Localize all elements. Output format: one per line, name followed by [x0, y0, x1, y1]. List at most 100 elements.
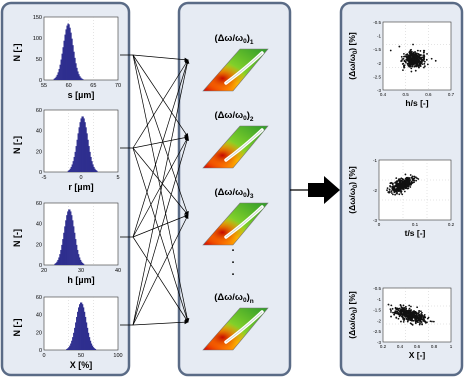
- scatter-point: [411, 317, 413, 320]
- histogram-bar: [73, 332, 75, 350]
- tick-label-x: 0.5: [403, 92, 410, 97]
- scatter-point: [403, 66, 405, 69]
- connection-arrow: [132, 320, 189, 326]
- histogram-bar: [92, 347, 95, 350]
- connection-arrow: [132, 236, 189, 323]
- scatter-point: [411, 56, 414, 59]
- result-item-4: (Δω/ω0)n: [202, 292, 269, 351]
- histogram-bar: [94, 168, 96, 172]
- scatter-plot-2: 0 0.1 0.2 -1 -2 -3 t/s [-] (Δω/ω0) [%]: [347, 158, 455, 238]
- histogram-bar: [77, 133, 79, 172]
- scatter-point: [411, 179, 414, 182]
- histogram-bar: [76, 316, 78, 350]
- ellipsis-dot: .: [231, 266, 234, 278]
- histogram-bar: [58, 68, 60, 80]
- scatter-point: [422, 59, 425, 62]
- histogram-bar: [60, 59, 62, 80]
- scatter-point: [406, 187, 409, 190]
- histogram-bar: [81, 262, 84, 265]
- histogram-bar: [61, 53, 63, 80]
- tick-label-y: 0: [39, 78, 42, 84]
- scatter-point: [387, 303, 390, 306]
- histogram-bar: [77, 249, 79, 265]
- axis-label-y: (Δω/ω0) [%]: [347, 32, 359, 80]
- scatter-point: [416, 315, 419, 318]
- scatter-point: [400, 310, 403, 313]
- tick-label-x: 0.4: [380, 92, 387, 97]
- scatter-point: [400, 306, 403, 308]
- histogram-bar: [66, 25, 68, 80]
- scatter-point: [429, 320, 432, 323]
- histogram-bar: [68, 24, 70, 80]
- scatter-point: [401, 308, 404, 311]
- tick-label-x: 0.6: [425, 92, 432, 97]
- scatter-point: [406, 316, 409, 319]
- scatter-point: [410, 176, 413, 179]
- histogram-bar: [86, 327, 89, 350]
- scatter-point: [405, 313, 407, 315]
- tick-label-x: 5: [116, 175, 119, 181]
- scatter-point: [405, 55, 407, 58]
- scatter-point: [426, 53, 428, 55]
- scatter-point: [398, 315, 401, 318]
- histogram-bar: [87, 139, 89, 172]
- scatter-point: [410, 314, 412, 317]
- scatter-point: [398, 180, 401, 183]
- scatter-plot-1: 0.4 0.5 0.6 0.7 -0.5 -1 -1.5 -2 -2.5 -3 h/s [-] (Δω…: [347, 20, 455, 108]
- histogram-bar: [71, 215, 73, 265]
- scatter-axes: [378, 159, 452, 221]
- scatter-point: [420, 310, 422, 313]
- histogram-bar: [59, 64, 61, 80]
- tick-label-x: 20: [41, 268, 47, 274]
- scatter-point: [420, 60, 423, 63]
- scatter-point: [414, 319, 417, 322]
- histogram-bar: [78, 254, 80, 265]
- scatter-point: [399, 188, 402, 190]
- scatter-point: [401, 58, 404, 61]
- histogram-bar: [67, 348, 69, 350]
- scatter-point: [402, 178, 405, 181]
- scatter-point: [411, 319, 414, 322]
- histogram-bar: [63, 232, 65, 265]
- scatter-point: [434, 59, 437, 62]
- scatter-point: [417, 316, 420, 318]
- histogram-bar: [85, 127, 87, 172]
- scatter-point: [419, 322, 421, 325]
- histogram-bar: [72, 220, 74, 265]
- histogram-bar: [78, 307, 80, 350]
- scatter-point: [416, 317, 419, 320]
- scatter-point: [419, 63, 421, 65]
- connection-arrow: [132, 147, 189, 216]
- scatter-point: [408, 55, 411, 57]
- tick-label-y: 60: [36, 295, 42, 301]
- histogram-bar: [81, 78, 83, 80]
- scatter-point: [426, 63, 429, 66]
- scatter-point: [400, 190, 403, 193]
- connection-arrow: [132, 59, 190, 326]
- tick-label-x: 40: [115, 268, 121, 274]
- scatter-point: [390, 315, 392, 318]
- tick-label-y: -1.5: [373, 308, 381, 313]
- scatter-point: [403, 60, 406, 63]
- scatter-point: [411, 65, 414, 68]
- scatter-point: [413, 175, 416, 178]
- scatter-point: [403, 64, 406, 67]
- scatter-point: [417, 55, 420, 58]
- scatter-point: [412, 61, 415, 64]
- scatter-point: [419, 56, 422, 59]
- scatter-point: [405, 176, 408, 179]
- tick-label-y: -2: [373, 188, 377, 193]
- scatter-point: [412, 43, 414, 46]
- scatter-point: [411, 62, 413, 65]
- histogram-bar: [86, 133, 88, 172]
- histogram-bar: [79, 257, 81, 265]
- tick-label-y: 150: [33, 15, 42, 21]
- scatter-point: [413, 60, 416, 63]
- scatter-point: [424, 320, 427, 323]
- histogram-bar: [83, 118, 85, 172]
- tick-label-y: -2.5: [373, 329, 381, 334]
- scatter-point: [403, 319, 405, 322]
- connection-arrow: [132, 54, 189, 138]
- scatter-point: [401, 187, 404, 190]
- scatter-point: [423, 49, 426, 52]
